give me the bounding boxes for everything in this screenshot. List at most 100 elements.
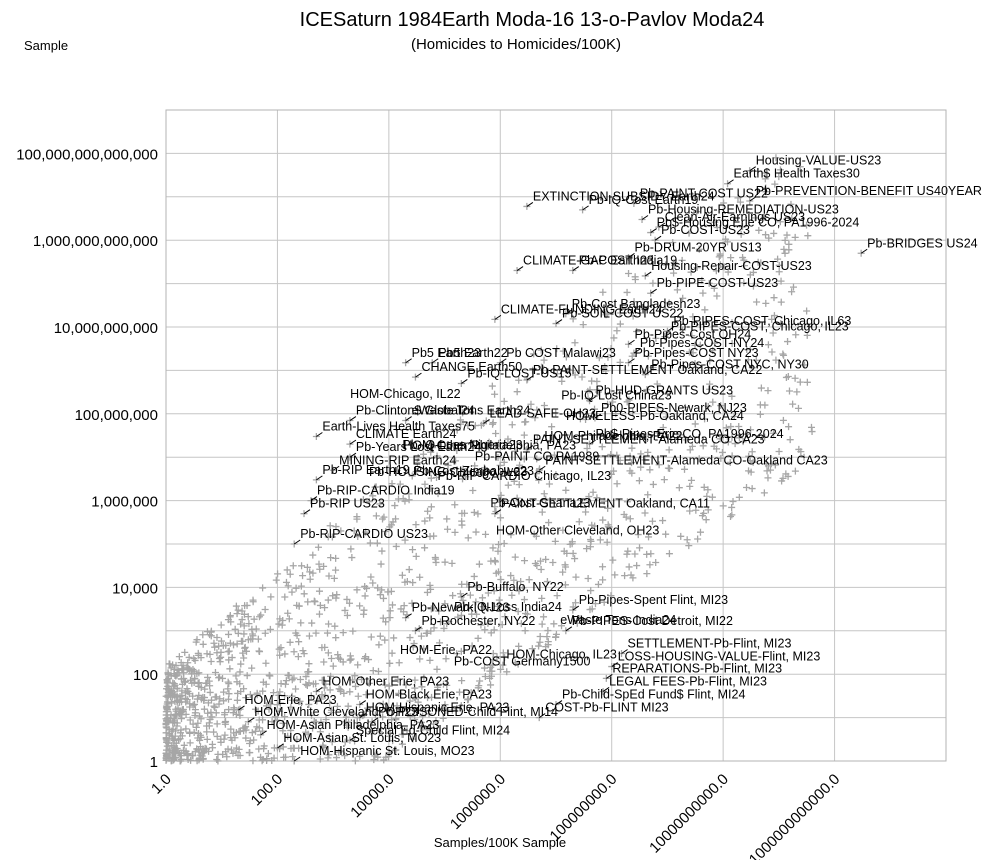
y-axis-ticks: 1 100 10,000 1,000,000 100,000,000 10,000,000…: [16, 146, 158, 771]
data-point: [168, 754, 176, 762]
data-point: [545, 519, 553, 527]
data-point: [200, 747, 208, 755]
data-point: [370, 756, 378, 764]
leader-line: [749, 166, 757, 172]
data-point: [760, 213, 768, 221]
data-point: [210, 702, 218, 710]
data-point: [411, 676, 419, 684]
data-point: [457, 702, 465, 710]
data-point: [340, 689, 348, 697]
data-point: [216, 673, 224, 681]
data-point: [692, 506, 700, 514]
data-point: [203, 650, 211, 658]
data-point: [257, 731, 265, 739]
data-point: [186, 739, 194, 747]
data-point: [337, 527, 345, 535]
data-point: [626, 515, 634, 523]
data-point: [540, 356, 548, 364]
data-point: [803, 378, 811, 386]
data-point: [288, 676, 296, 684]
data-point: [321, 604, 329, 612]
data-point: [710, 284, 718, 292]
data-point: [392, 746, 400, 754]
data-point: [803, 331, 811, 339]
data-point: [409, 643, 417, 651]
data-point: [691, 360, 699, 368]
data-point: [298, 562, 306, 570]
leader-line: [316, 432, 323, 437]
data-point: [723, 433, 731, 441]
data-point: [568, 453, 576, 461]
data-point: [203, 735, 211, 743]
data-point: [542, 495, 550, 503]
data-point: [487, 672, 495, 680]
chart-subtitle: (Homicides to Homicides/100K): [411, 36, 621, 53]
data-point: [316, 565, 324, 573]
leader-line: [658, 222, 666, 228]
data-point: [737, 230, 745, 238]
data-point: [613, 480, 621, 488]
data-point: [436, 639, 444, 647]
data-point: [189, 720, 197, 728]
data-point: [341, 752, 349, 760]
data-point: [495, 541, 503, 549]
y-tick-label: 100,000,000: [75, 407, 158, 424]
point-label: HOMELESS-Pb-Oakland, CA24: [566, 409, 744, 423]
leader-line: [526, 202, 534, 207]
data-point: [371, 711, 379, 719]
data-point: [515, 642, 523, 650]
data-point: [448, 559, 456, 567]
data-point: [602, 367, 610, 375]
data-point: [252, 625, 260, 633]
data-point: [168, 699, 176, 707]
point-label: Housing-Repair-COST-US23: [651, 259, 812, 273]
data-point: [599, 516, 607, 524]
data-point: [425, 710, 433, 718]
data-point: [296, 697, 304, 705]
data-point: [495, 596, 503, 604]
data-point: [223, 753, 231, 761]
data-point: [456, 590, 464, 598]
data-point: [302, 680, 310, 688]
data-point: [595, 354, 603, 362]
data-point: [253, 691, 261, 699]
data-point: [724, 238, 732, 246]
data-point: [373, 750, 381, 758]
data-point: [284, 609, 292, 617]
data-point: [442, 707, 450, 715]
data-point: [598, 443, 606, 451]
data-point: [487, 681, 495, 689]
data-point: [419, 712, 427, 720]
y-tick-label: 100: [133, 667, 158, 684]
data-point: [560, 547, 568, 555]
data-point: [717, 402, 725, 410]
data-point: [440, 624, 448, 632]
data-point: [348, 554, 356, 562]
data-point: [481, 626, 489, 634]
data-point: [523, 610, 531, 618]
data-point: [770, 312, 778, 320]
leader-line: [415, 372, 422, 378]
data-point: [794, 404, 802, 412]
data-point: [216, 695, 224, 703]
data-point: [379, 700, 387, 708]
data-point: [237, 687, 245, 695]
leader-line: [633, 199, 641, 204]
data-point: [317, 718, 325, 726]
data-point: [775, 173, 783, 181]
data-point: [491, 510, 499, 518]
data-point: [647, 229, 655, 237]
data-point: [703, 492, 711, 500]
leader-line: [461, 592, 468, 598]
data-point: [633, 302, 641, 310]
data-point: [486, 667, 494, 675]
data-point: [247, 635, 255, 643]
data-point: [616, 320, 624, 328]
data-point: [808, 428, 816, 436]
point-label: COST-Pb-FLINT MI23: [545, 701, 668, 715]
data-point: [176, 757, 184, 765]
data-point: [659, 517, 667, 525]
data-point: [427, 448, 435, 456]
data-point: [268, 718, 276, 726]
data-point: [341, 606, 349, 614]
